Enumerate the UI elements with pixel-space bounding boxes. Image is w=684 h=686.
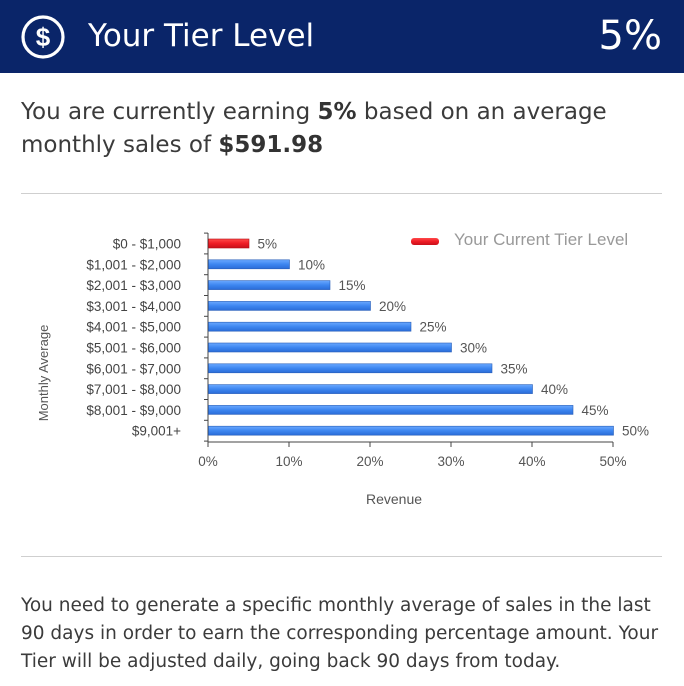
bar (208, 363, 493, 374)
summary-percent: 5% (317, 99, 357, 125)
value-label: 30% (460, 341, 487, 356)
value-label: 15% (339, 278, 366, 293)
bar (208, 384, 533, 394)
dollar-circle-icon: $ (21, 15, 65, 59)
page-title: Your Tier Level (88, 18, 315, 54)
bar (208, 238, 250, 249)
x-tick-label: 40% (518, 454, 545, 469)
x-tick-label: 50% (599, 454, 626, 469)
value-label: 25% (420, 320, 447, 335)
category-label: $6,001 - $7,000 (86, 361, 181, 376)
x-tick-label: 20% (356, 454, 383, 469)
category-label: $2,001 - $3,000 (86, 278, 181, 293)
x-axis-label: Revenue (366, 491, 422, 507)
category-label: $8,001 - $9,000 (86, 403, 181, 418)
value-label: 20% (379, 299, 406, 314)
bar (208, 321, 412, 332)
divider-top (21, 193, 662, 194)
x-tick-label: 30% (437, 454, 464, 469)
tier-chart: $0 - $1,000 5% $1,001 - $2,000 10% $2,001 - … (0, 195, 684, 525)
divider-bottom (21, 556, 662, 557)
value-label: 50% (622, 424, 649, 439)
category-label: $7,001 - $8,000 (86, 382, 181, 397)
legend-label: Your Current Tier Level (454, 230, 628, 249)
tier-chart-svg: $0 - $1,000 5% $1,001 - $2,000 10% $2,001 - … (36, 230, 649, 507)
category-label: $9,001+ (132, 424, 181, 439)
summary-text: You are currently earning 5% based on an… (21, 96, 661, 162)
bar (208, 342, 452, 353)
category-label: $1,001 - $2,000 (86, 257, 181, 272)
y-axis-label: Monthly Average (36, 325, 51, 422)
category-label: $0 - $1,000 (113, 237, 181, 252)
x-tick-label: 0% (198, 454, 218, 469)
svg-text:$: $ (36, 22, 51, 52)
value-label: 35% (501, 361, 528, 376)
bar (208, 301, 371, 311)
header-bar: $ Your Tier Level 5% (0, 0, 684, 73)
category-label: $4,001 - $5,000 (86, 320, 181, 335)
category-label: $5,001 - $6,000 (86, 341, 181, 356)
tier-value: 5% (598, 13, 662, 59)
value-label: 10% (298, 257, 325, 272)
value-label: 45% (582, 403, 609, 418)
summary-amount: $591.98 (218, 132, 324, 158)
bar (208, 280, 331, 290)
legend: Your Current Tier Level (411, 230, 628, 249)
value-label: 40% (541, 382, 568, 397)
footer-text: You need to generate a specific monthly … (21, 595, 659, 672)
summary-prefix: You are currently earning (21, 99, 318, 125)
bar (208, 405, 574, 415)
summary-middle: based on an average monthly sales of (21, 99, 607, 158)
bar (208, 425, 614, 436)
value-label: 5% (258, 237, 278, 252)
x-tick-label: 10% (275, 454, 302, 469)
legend-swatch (411, 238, 439, 245)
category-label: $3,001 - $4,000 (86, 299, 181, 314)
bar (208, 259, 290, 270)
